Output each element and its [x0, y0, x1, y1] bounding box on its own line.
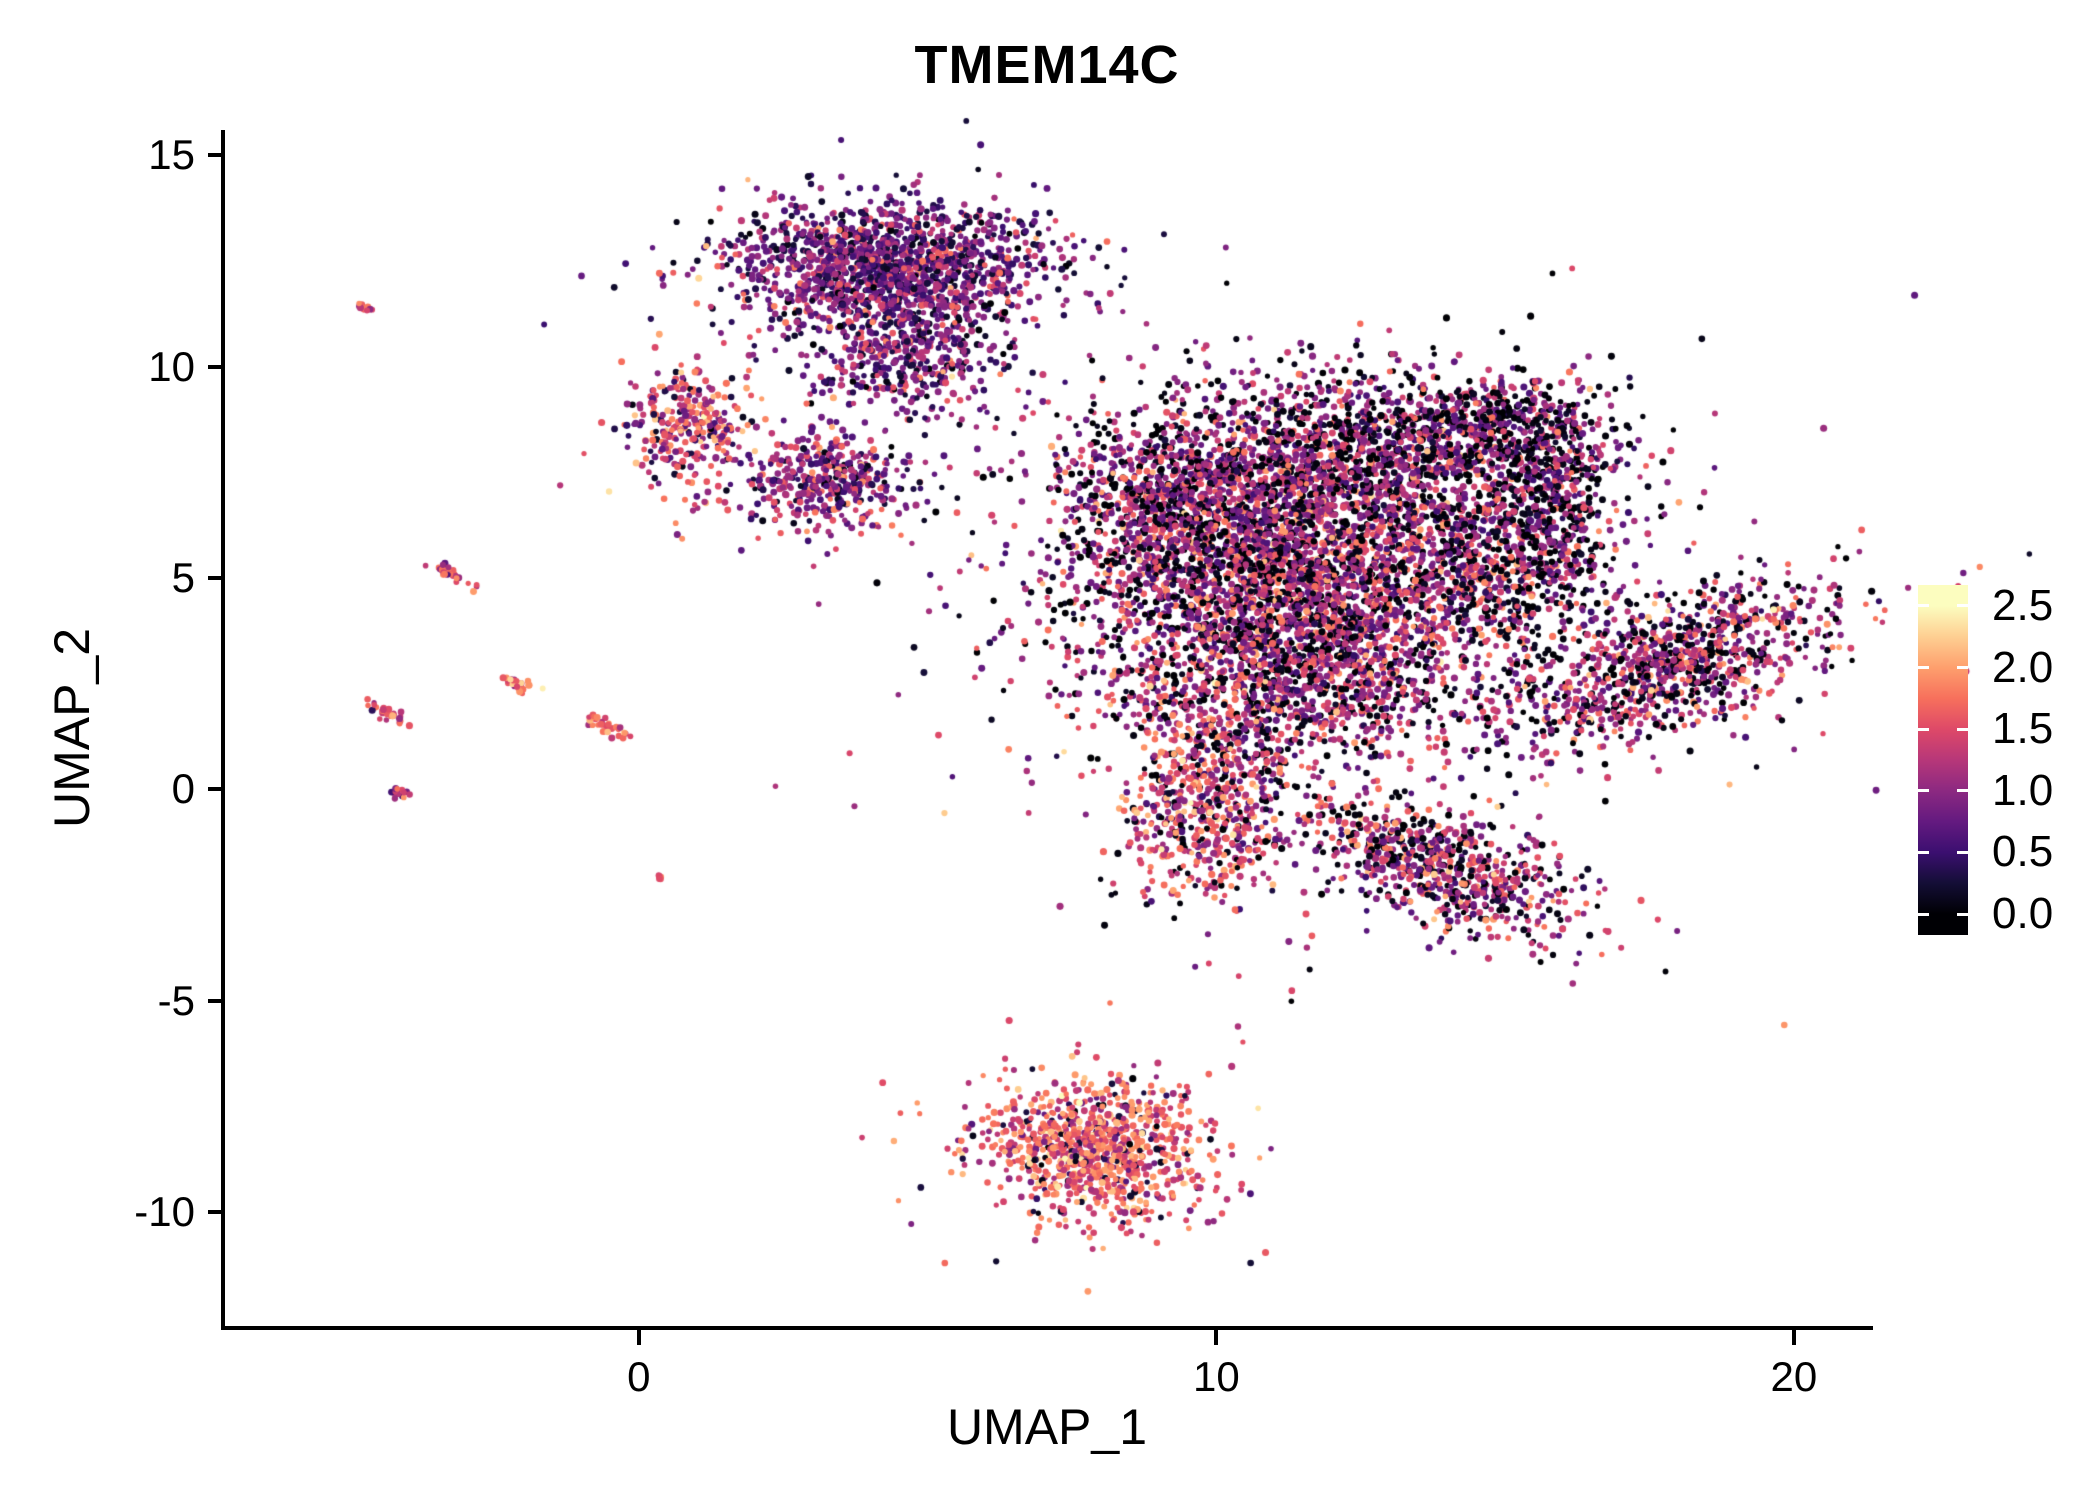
legend-tick-label: 1.5: [1992, 704, 2054, 754]
y-tick-label: 5: [171, 553, 195, 601]
legend-tick-mark: [1918, 727, 1929, 731]
legend-tick-mark: [1918, 789, 1929, 793]
legend-tick-mark: [1957, 912, 1968, 916]
legend-tick-mark: [1957, 850, 1968, 854]
legend-tick-mark: [1957, 789, 1968, 793]
legend-tick-mark: [1918, 666, 1929, 670]
x-tick-label: 10: [1193, 1353, 1240, 1400]
y-tick-mark: [208, 153, 223, 158]
legend-tick-mark: [1918, 912, 1929, 916]
x-tick-mark: [1791, 1330, 1796, 1345]
y-tick-mark: [208, 1209, 223, 1214]
x-tick-mark: [636, 1330, 641, 1345]
y-axis-line: [221, 130, 225, 1330]
y-tick-mark: [208, 998, 223, 1003]
y-tick-label: 0: [171, 765, 195, 813]
y-tick-label: 10: [148, 342, 195, 390]
x-axis-label: UMAP_1: [946, 1399, 1148, 1455]
legend-colorbar: [1918, 585, 1968, 935]
legend-tick-mark: [1918, 604, 1929, 608]
x-tick-label: 20: [1770, 1353, 1818, 1400]
y-tick-label: 15: [148, 131, 195, 179]
x-tick-mark: [1214, 1330, 1219, 1345]
legend-tick-label: 2.5: [1992, 580, 2054, 630]
legend-tick-label: 0.0: [1992, 889, 2054, 939]
plot-title: TMEM14C: [914, 35, 1180, 95]
y-tick-mark: [208, 575, 223, 580]
legend-tick-label: 0.5: [1992, 827, 2054, 877]
legend-tick-label: 2.0: [1992, 642, 2054, 692]
legend-tick-mark: [1957, 666, 1968, 670]
legend-tick-label: 1.0: [1992, 765, 2054, 815]
legend-tick-mark: [1957, 727, 1968, 731]
y-tick-mark: [208, 787, 223, 792]
y-tick-label: -5: [157, 976, 195, 1024]
x-tick-label: 0: [627, 1353, 651, 1400]
y-tick-label: -10: [134, 1187, 195, 1235]
x-axis-line: [221, 1326, 1873, 1330]
y-tick-mark: [208, 364, 223, 369]
legend-tick-mark: [1957, 604, 1968, 608]
legend-tick-mark: [1918, 850, 1929, 854]
